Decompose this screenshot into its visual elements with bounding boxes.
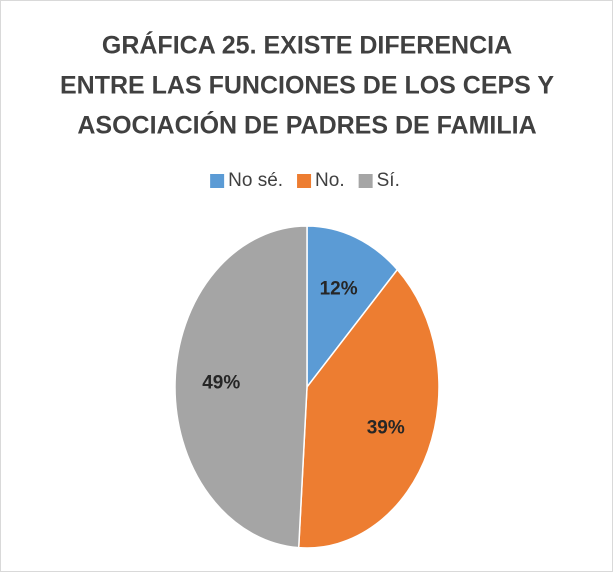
data-label: 39% xyxy=(367,418,405,439)
legend-swatch xyxy=(358,174,373,188)
chart-title: GRÁFICA 25. EXISTE DIFERENCIA xyxy=(102,31,512,60)
data-label: 49% xyxy=(202,373,240,394)
legend-swatch xyxy=(297,174,312,188)
legend-label: No. xyxy=(315,170,345,191)
legend-swatch xyxy=(210,174,225,188)
pie-slice xyxy=(306,225,399,390)
pie-slice xyxy=(297,268,440,549)
legend-label: No sé. xyxy=(228,170,283,191)
chart-title: ASOCIACIÓN DE PADRES DE FAMILIA xyxy=(77,110,536,140)
chart-title: ENTRE LAS FUNCIONES DE LOS CEPS Y xyxy=(60,72,554,100)
legend-label: Sí. xyxy=(377,170,400,191)
data-label: 12% xyxy=(320,279,358,300)
pie-slice xyxy=(174,225,308,549)
